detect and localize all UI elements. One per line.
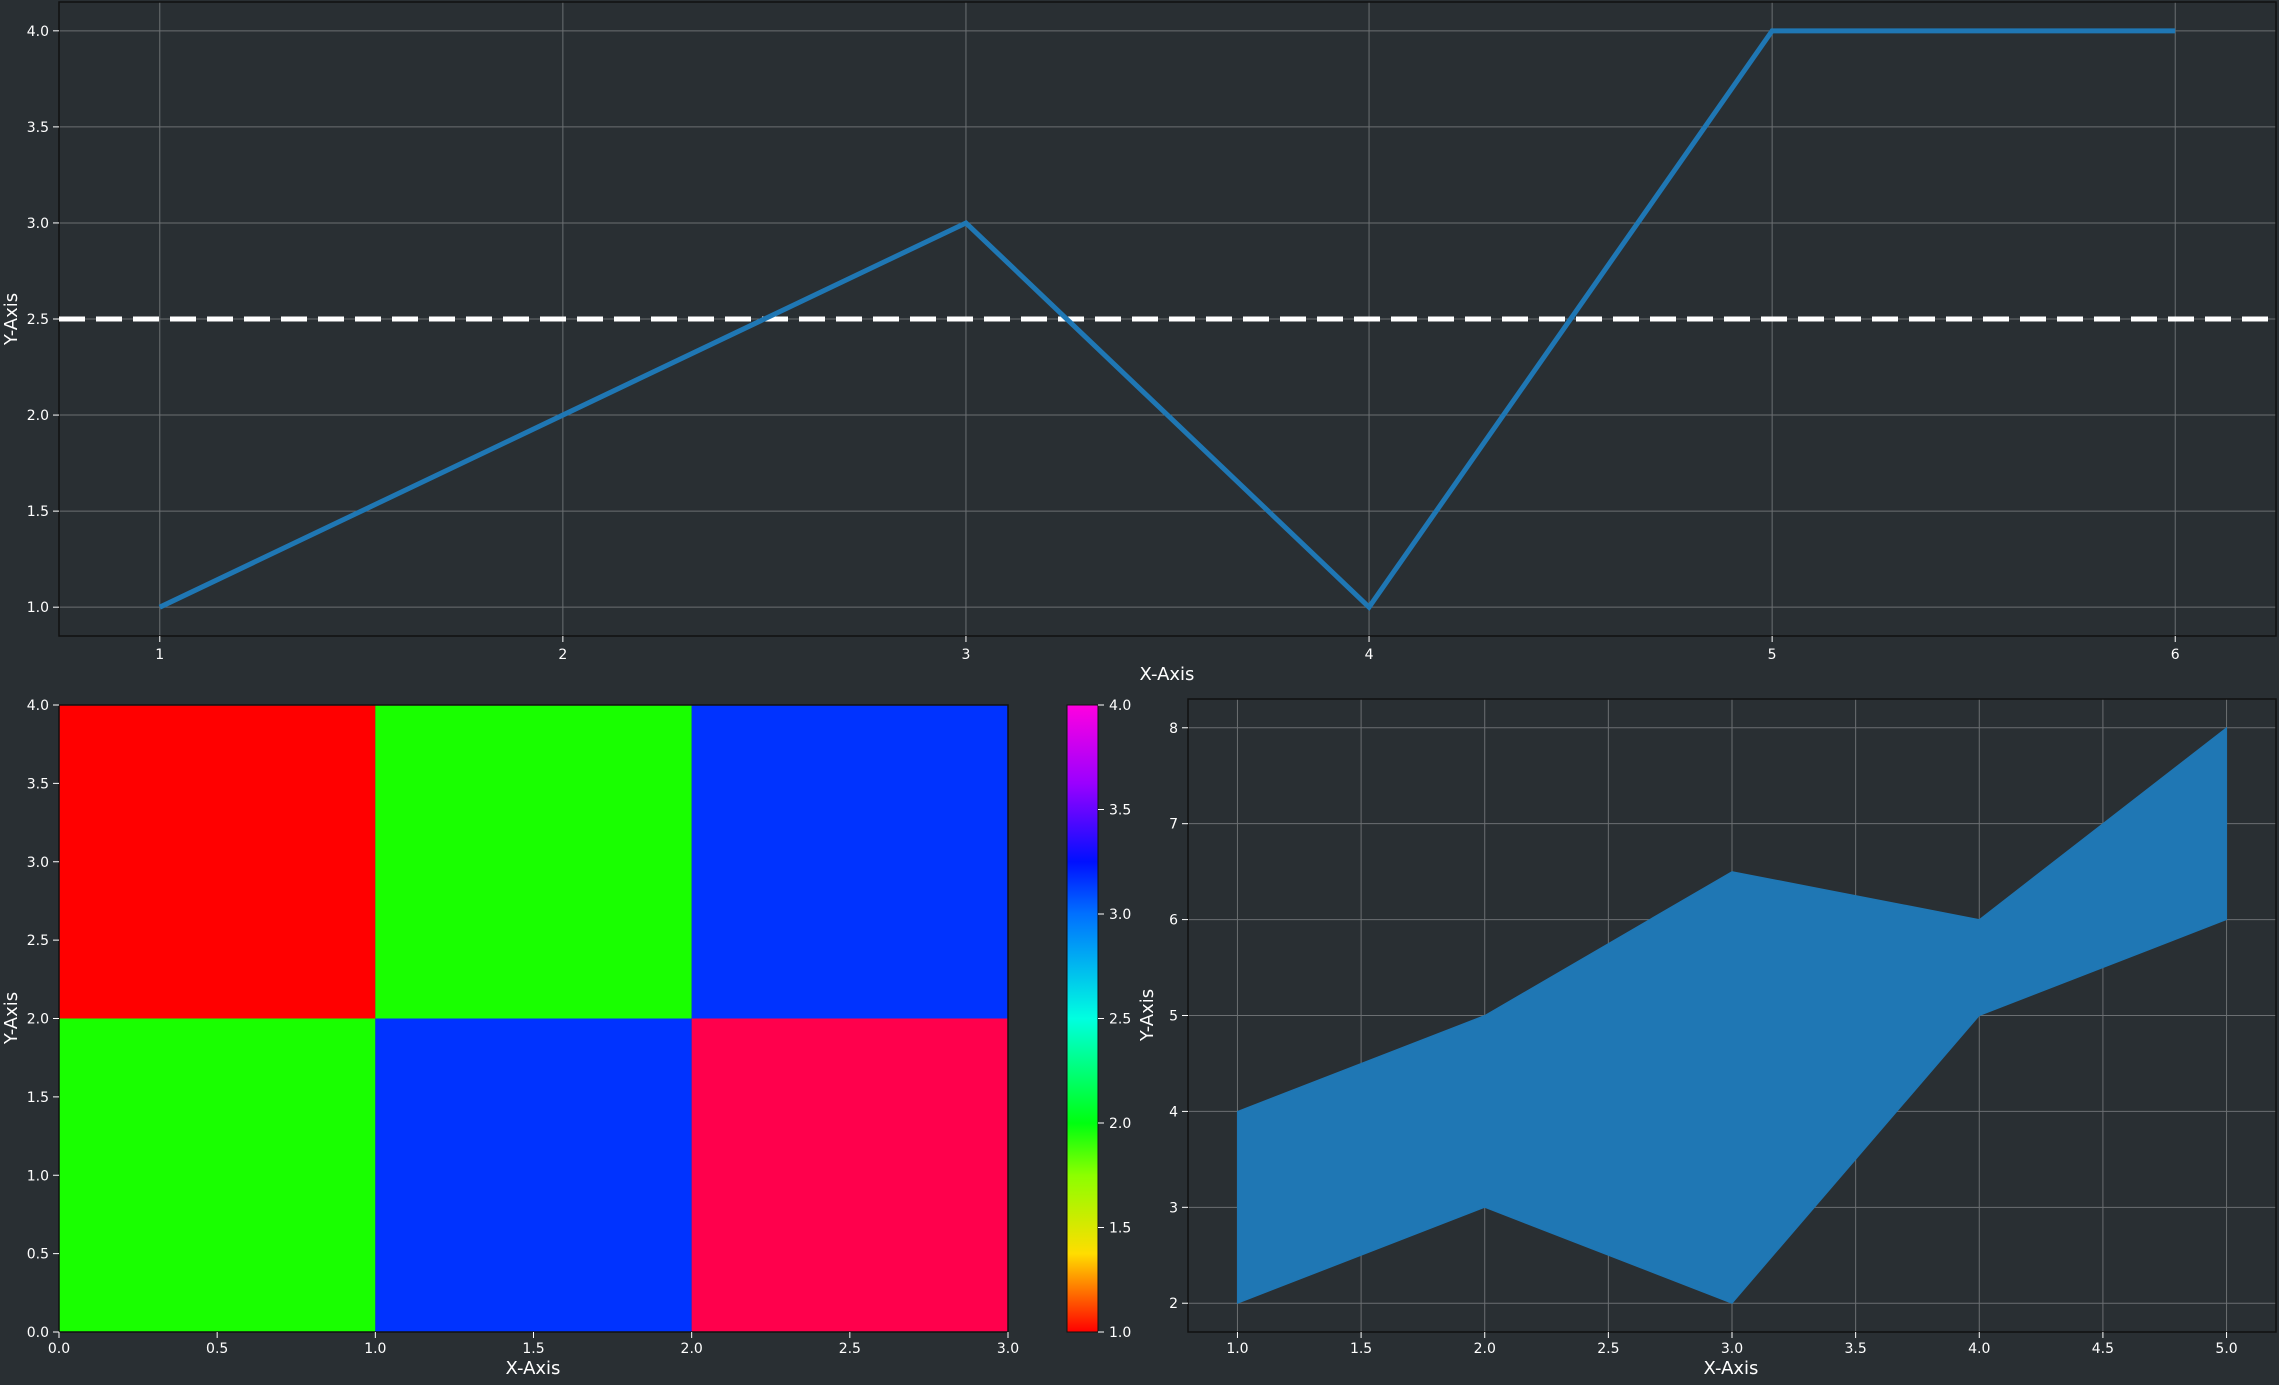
colorbar-ticks: 1.0 1.5 2.0 2.5 3.0 3.5 4.0 xyxy=(1098,698,1131,1341)
line-series-group xyxy=(158,28,2176,611)
x-tick-label: 5.0 xyxy=(2215,1341,2237,1357)
line-chart: 1 2 3 4 5 6 1.0 1.5 2.0 2.5 3.0 3.5 4.0 X-Axis Y-Ax… xyxy=(1,1,2277,685)
x-tick-label: 4.5 xyxy=(2092,1341,2114,1357)
x-tick-label: 2.5 xyxy=(839,1341,861,1357)
line-chart-grid xyxy=(59,2,2276,636)
x-tick-label: 2.0 xyxy=(1474,1341,1496,1357)
x-tick-label: 5 xyxy=(1768,647,1777,663)
heatmap-cell xyxy=(59,1018,376,1332)
line-chart-y-axis-label: Y-Axis xyxy=(1,293,22,346)
y-tick-label: 6 xyxy=(1169,913,1178,929)
x-tick-label: 3.0 xyxy=(997,1341,1019,1357)
line-chart-x-ticks: 1 2 3 4 5 6 xyxy=(155,636,2180,663)
y-tick-label: 2.5 xyxy=(27,933,49,949)
y-tick-label: 3 xyxy=(1169,1200,1178,1216)
x-tick-label: 2 xyxy=(558,647,567,663)
area-chart: 1.0 1.5 2.0 2.5 3.0 3.5 4.0 4.5 5.0 2 3 4 5 6 7 8 X-Ax… xyxy=(1137,698,2277,1379)
y-tick-label: 8 xyxy=(1169,721,1178,737)
colorbar-tick-label: 3.5 xyxy=(1109,803,1131,819)
x-tick-label: 1 xyxy=(155,647,164,663)
heatmap-cell xyxy=(59,705,376,1019)
heatmap-cell xyxy=(375,705,692,1019)
y-tick-label: 4 xyxy=(1169,1104,1178,1120)
x-tick-label: 2.5 xyxy=(1597,1341,1619,1357)
y-tick-label: 3.0 xyxy=(27,855,49,871)
x-tick-label: 0.5 xyxy=(206,1341,228,1357)
x-tick-label: 1.0 xyxy=(1226,1341,1248,1357)
colorbar-gradient xyxy=(1066,704,1099,1333)
heatmap-y-axis-label: Y-Axis xyxy=(1,992,22,1045)
y-tick-label: 0.0 xyxy=(27,1325,49,1341)
colorbar-tick-label: 3.0 xyxy=(1109,907,1131,923)
heatmap-cell xyxy=(375,1018,692,1332)
colorbar-tick-label: 1.0 xyxy=(1109,1325,1131,1341)
x-tick-label: 1.5 xyxy=(522,1341,544,1357)
colorbar-tick-label: 2.5 xyxy=(1109,1012,1131,1028)
y-tick-label: 2.0 xyxy=(27,1012,49,1028)
x-tick-label: 4.0 xyxy=(1968,1341,1990,1357)
y-tick-label: 0.5 xyxy=(27,1247,49,1263)
y-tick-label: 1.0 xyxy=(27,1168,49,1184)
y-tick-label: 1.0 xyxy=(27,600,49,616)
area-fill-group xyxy=(1236,726,2228,1304)
heatmap-cell xyxy=(691,705,1008,1019)
colorbar: 1.0 1.5 2.0 2.5 3.0 3.5 4.0 xyxy=(1066,698,1131,1341)
area-chart-x-ticks: 1.0 1.5 2.0 2.5 3.0 3.5 4.0 4.5 5.0 xyxy=(1226,1332,2238,1357)
y-tick-label: 3.0 xyxy=(27,216,49,232)
area-chart-y-ticks: 2 3 4 5 6 7 8 xyxy=(1169,721,1188,1312)
y-tick-label: 5 xyxy=(1169,1009,1178,1025)
colorbar-tick-label: 1.5 xyxy=(1109,1221,1131,1237)
line-chart-x-axis-label: X-Axis xyxy=(1140,664,1195,685)
x-tick-label: 3.0 xyxy=(1721,1341,1743,1357)
heatmap-x-axis-label: X-Axis xyxy=(506,1358,561,1379)
colorbar-tick-label: 4.0 xyxy=(1109,698,1131,714)
heatmap-cells xyxy=(59,705,1008,1332)
heatmap-y-ticks: 0.0 0.5 1.0 1.5 2.0 2.5 3.0 3.5 4.0 xyxy=(27,698,59,1341)
y-tick-label: 3.5 xyxy=(27,120,49,136)
x-tick-label: 6 xyxy=(2171,647,2180,663)
area-chart-x-axis-label: X-Axis xyxy=(1704,1358,1759,1379)
y-tick-label: 1.5 xyxy=(27,1090,49,1106)
x-tick-label: 4 xyxy=(1365,647,1374,663)
x-tick-label: 1.0 xyxy=(364,1341,386,1357)
colorbar-tick-label: 2.0 xyxy=(1109,1116,1131,1132)
x-tick-label: 1.5 xyxy=(1350,1341,1372,1357)
y-tick-label: 1.5 xyxy=(27,504,49,520)
line-chart-y-ticks: 1.0 1.5 2.0 2.5 3.0 3.5 4.0 xyxy=(27,24,59,616)
x-tick-label: 0.0 xyxy=(48,1341,70,1357)
line-series xyxy=(158,28,2176,611)
x-tick-label: 3.5 xyxy=(1845,1341,1867,1357)
heatmap-cell xyxy=(691,1018,1008,1332)
heatmap-chart: 0.0 0.5 1.0 1.5 2.0 2.5 3.0 0.0 0.5 1.0 1.5 2.0 2.5… xyxy=(1,698,1019,1379)
heatmap-x-ticks: 0.0 0.5 1.0 1.5 2.0 2.5 3.0 xyxy=(48,1332,1019,1357)
y-tick-label: 3.5 xyxy=(27,776,49,792)
area-band xyxy=(1236,726,2228,1304)
x-tick-label: 2.0 xyxy=(681,1341,703,1357)
y-tick-label: 2.0 xyxy=(27,408,49,424)
y-tick-label: 2.5 xyxy=(27,312,49,328)
x-tick-label: 3 xyxy=(961,647,970,663)
area-chart-y-axis-label: Y-Axis xyxy=(1137,989,1158,1042)
y-tick-label: 4.0 xyxy=(27,698,49,714)
y-tick-label: 4.0 xyxy=(27,24,49,40)
y-tick-label: 2 xyxy=(1169,1296,1178,1312)
y-tick-label: 7 xyxy=(1169,817,1178,833)
